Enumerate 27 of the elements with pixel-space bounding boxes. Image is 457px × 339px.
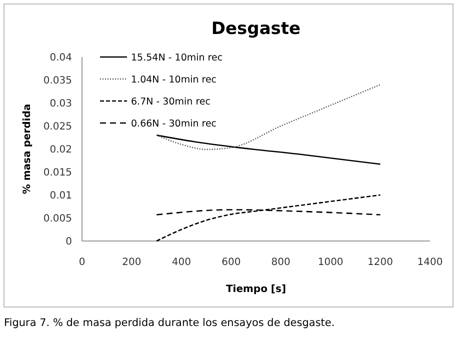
line-series (156, 194, 381, 242)
x-tick-label: 200 (122, 257, 142, 268)
y-tick-label: 0.015 (43, 168, 72, 178)
x-tick-label: 600 (222, 257, 241, 268)
x-tick-label: 1200 (368, 257, 394, 268)
line-series (156, 134, 381, 165)
y-axis-title: % masa perdida (22, 104, 33, 194)
x-axis-title: Tiempo [s] (226, 284, 286, 295)
y-tick-label: 0.01 (50, 190, 72, 202)
y-tick-label: 0.035 (43, 76, 72, 86)
legend-label: 0.66N - 30min rec (131, 118, 217, 130)
y-tick-label: 0.025 (43, 122, 72, 132)
x-tick-label: 1000 (318, 257, 344, 268)
legend-label: 6.7N - 30min rec (131, 96, 210, 108)
x-tick-label: 400 (172, 257, 191, 268)
y-tick-label: 0 (66, 236, 72, 248)
legend-label: 15.54N - 10min rec (131, 52, 223, 64)
y-tick-label: 0.02 (50, 144, 72, 156)
chart-title: Desgaste (211, 19, 301, 39)
y-tick-label: 0.04 (50, 52, 72, 64)
x-tick-label: 800 (271, 257, 290, 268)
y-tick-label: 0.005 (43, 214, 72, 224)
legend-label: 1.04N - 10min rec (131, 74, 217, 86)
text: Figura 7. % de masa perdida durante los ensayos de desgaste. (4, 317, 335, 329)
y-tick-label: 0.03 (50, 98, 72, 110)
x-tick-label: 1400 (417, 257, 443, 268)
x-tick-label: 0 (78, 257, 86, 268)
